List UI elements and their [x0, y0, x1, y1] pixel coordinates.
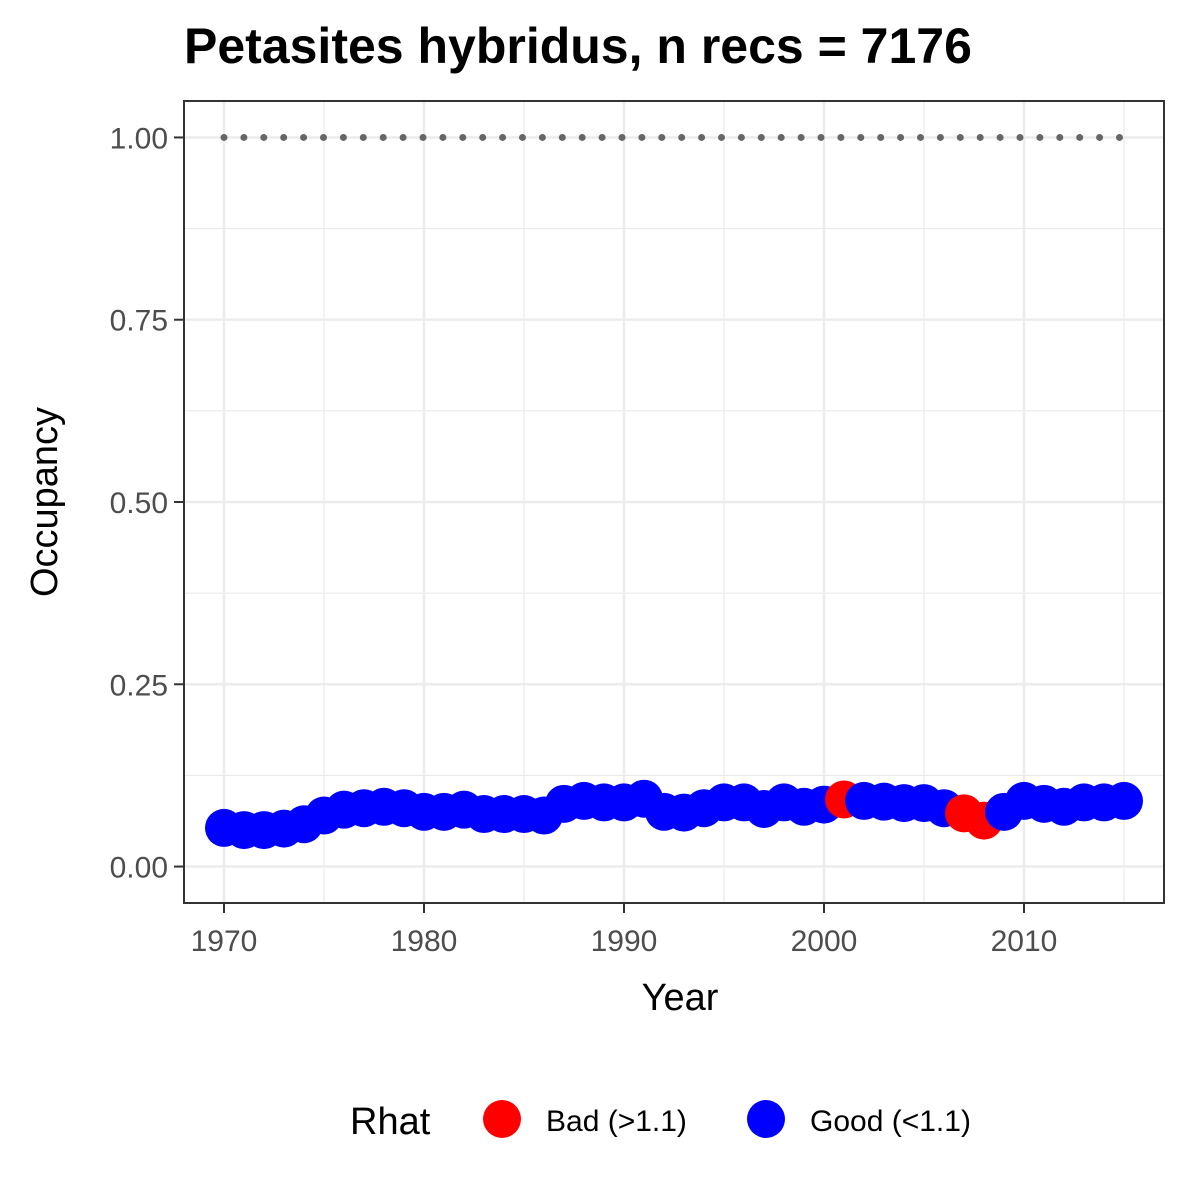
chart-title: Petasites hybridus, n recs = 7176 — [184, 18, 972, 74]
y-tick-label: 0.00 — [110, 852, 168, 885]
data-points — [205, 779, 1143, 850]
legend-label-good: Good (<1.1) — [810, 1105, 971, 1138]
x-tick-label: 1980 — [391, 925, 458, 958]
x-tick-label: 1970 — [191, 925, 258, 958]
y-axis: 0.00 0.25 0.50 0.75 1.00 — [110, 122, 184, 885]
x-tick-label: 2000 — [791, 925, 858, 958]
legend: Rhat Bad (>1.1) Good (<1.1) — [350, 1100, 971, 1143]
y-tick-label: 1.00 — [110, 122, 168, 155]
x-axis-title: Year — [642, 977, 719, 1019]
y-tick-label: 0.25 — [110, 669, 168, 702]
y-axis-title: Occupancy — [24, 407, 66, 597]
x-tick-label: 1990 — [591, 925, 658, 958]
legend-swatch-bad — [483, 1100, 521, 1138]
data-point-good — [1105, 781, 1143, 820]
legend-label-bad: Bad (>1.1) — [546, 1105, 687, 1138]
x-axis: 1970 1980 1990 2000 2010 — [191, 903, 1058, 958]
legend-swatch-good — [747, 1100, 785, 1138]
grid-major — [184, 101, 1164, 903]
y-tick-label: 0.75 — [110, 305, 168, 338]
legend-title: Rhat — [350, 1101, 431, 1143]
x-tick-label: 2010 — [991, 925, 1058, 958]
y-tick-label: 0.50 — [110, 487, 168, 520]
